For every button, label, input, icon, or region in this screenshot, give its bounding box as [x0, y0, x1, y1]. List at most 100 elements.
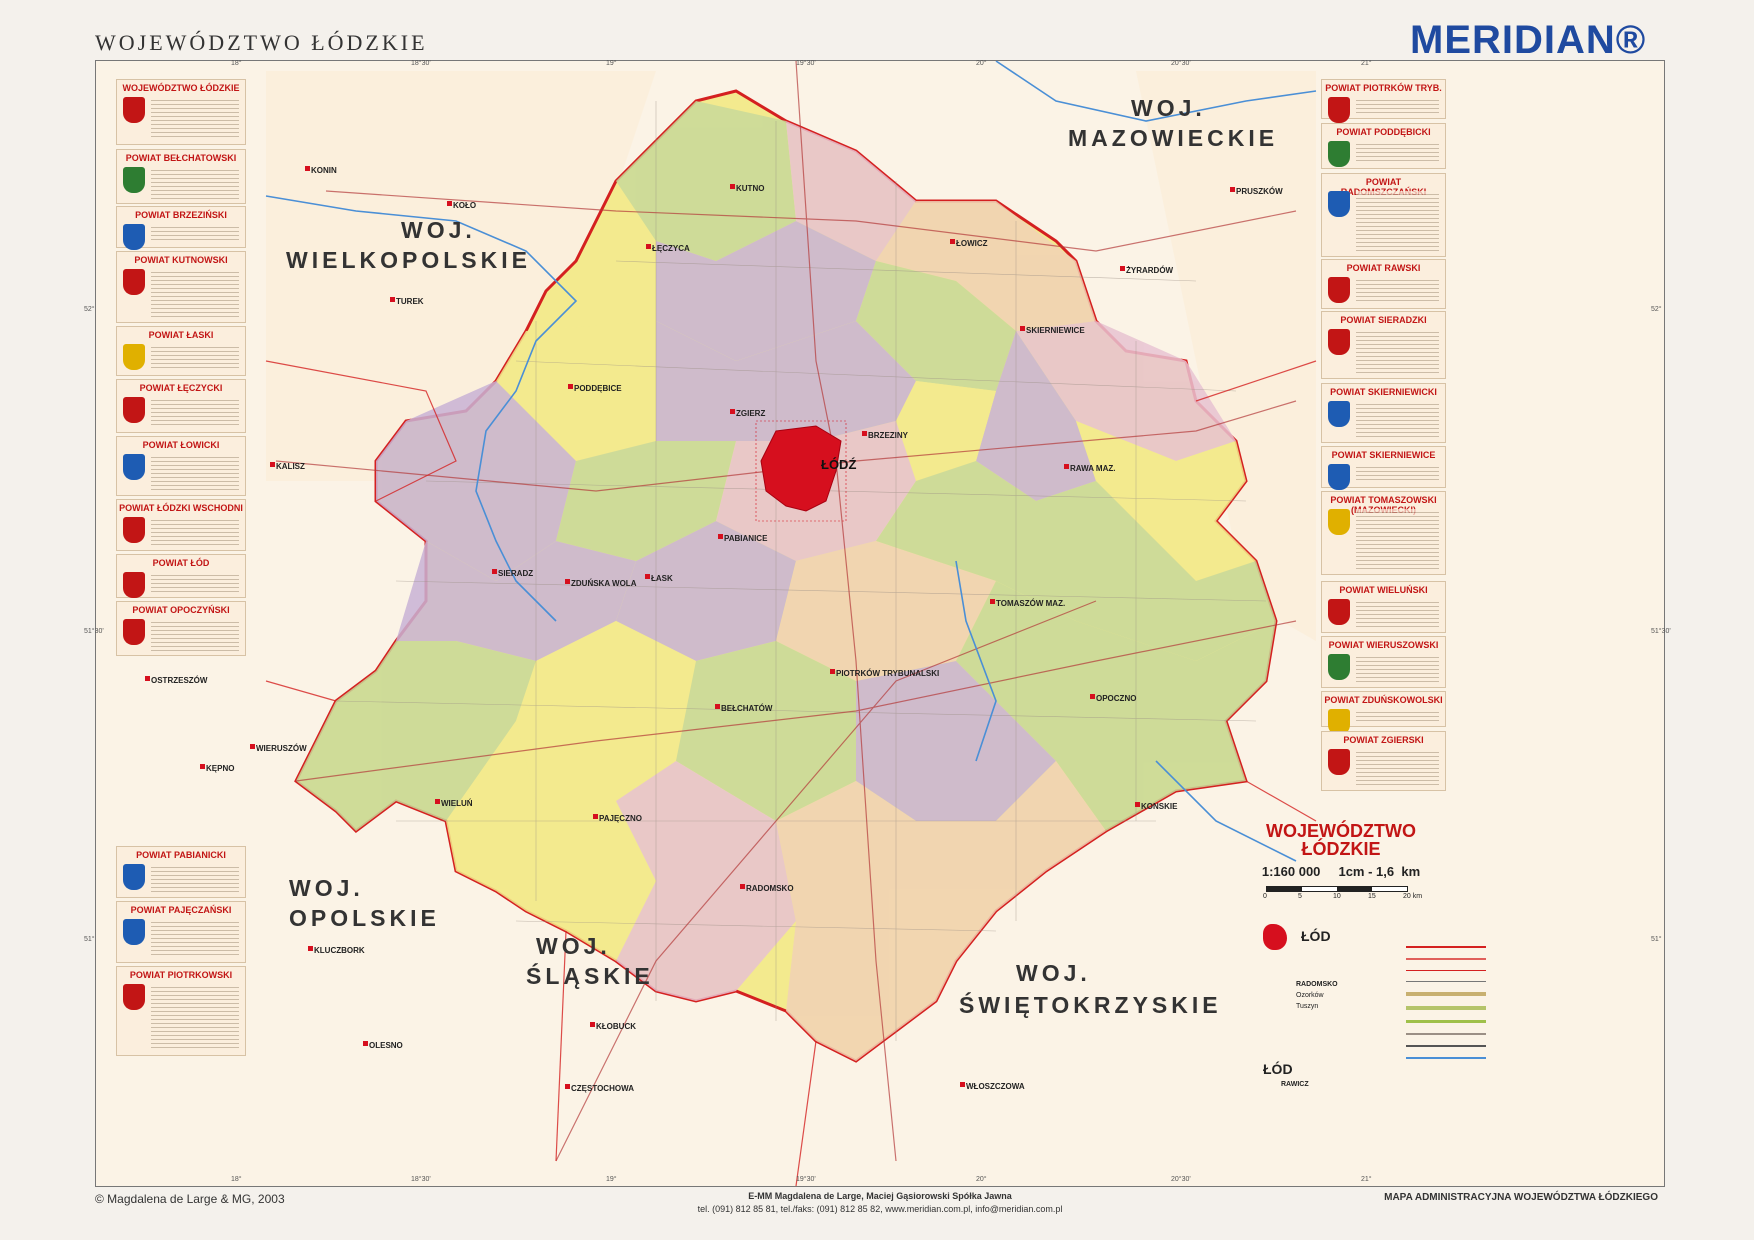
coat-of-arms-icon	[123, 517, 145, 543]
powiat-panel-title: POWIAT BRZEZIŃSKI	[135, 210, 227, 220]
powiat-panel-title: POWIAT PAJĘCZAŃSKI	[130, 905, 232, 915]
powiat-stats-table	[1356, 509, 1439, 570]
city-marker	[435, 799, 440, 804]
city-marker	[645, 574, 650, 579]
capital-label: ŁÓDŹ	[821, 457, 856, 472]
city-label: KONIN	[311, 166, 337, 175]
legend-city-big: ŁÓD	[1301, 928, 1331, 944]
powiat-panel-title: POWIAT ŁÓDZKI WSCHODNI	[119, 503, 243, 513]
legend-city-small1: Ozorków	[1296, 992, 1324, 999]
powiat-stats-table	[1356, 329, 1439, 374]
city-marker	[1020, 326, 1025, 331]
powiat-stats-table	[151, 344, 239, 371]
coat-of-arms-icon	[123, 864, 145, 890]
powiat-panel: POWIAT ZDUŃSKOWOLSKI	[1321, 691, 1446, 735]
legend-capital-sample: ŁÓD	[1263, 1061, 1293, 1077]
powiat-stats-table	[1356, 599, 1439, 628]
city-marker	[270, 462, 275, 467]
city-label: KALISZ	[276, 462, 305, 471]
legend-scale: 1:160 000 1cm - 1,6 km	[1261, 864, 1421, 879]
city-label: WIELUŃ	[441, 799, 473, 808]
powiat-panel-title: POWIAT KUTNOWSKI	[134, 255, 228, 265]
powiat-stats-table	[151, 97, 239, 140]
region-label-mazowieckie: WOJ.	[1131, 95, 1206, 121]
powiat-panel: WOJEWÓDZTWO ŁÓDZKIE	[116, 79, 246, 145]
powiat-patches	[296, 101, 1276, 1061]
bottom-coord-label: 18°	[231, 1176, 242, 1183]
powiat-panel-title: POWIAT SKIERNIEWICKI	[1330, 387, 1437, 397]
powiat-panel-title: POWIAT WIELUŃSKI	[1339, 585, 1428, 595]
powiat-panel: POWIAT SIERADZKI	[1321, 311, 1446, 379]
powiat-panel: POWIAT RAWSKI	[1321, 259, 1446, 309]
city-label: PAJĘCZNO	[599, 814, 642, 823]
powiat-panel: POWIAT ŁÓDZKI WSCHODNI	[116, 499, 246, 551]
city-marker	[1090, 694, 1095, 699]
city-marker	[715, 704, 720, 709]
footer-publisher-line1: E-MM Magdalena de Large, Maciej Gąsiorow…	[748, 1191, 1012, 1201]
coat-of-arms-icon	[123, 619, 145, 645]
city-label: KŁOBUCK	[596, 1022, 636, 1031]
city-label: KOŁO	[453, 201, 476, 210]
city-label: TUREK	[396, 297, 424, 306]
powiat-panel-title: POWIAT RAWSKI	[1346, 263, 1421, 273]
powiat-stats-table	[1356, 277, 1439, 304]
powiat-stats-table	[151, 619, 239, 651]
city-label: BEŁCHATÓW	[721, 704, 773, 713]
rivers	[265, 61, 1317, 862]
scale-ticks: 0 5 10 15 20 km	[1263, 893, 1423, 903]
city-marker	[492, 569, 497, 574]
city-label: PIOTRKÓW TRYBUNALSKI	[836, 669, 939, 678]
city-marker	[593, 814, 598, 819]
powiat-stats-table	[151, 454, 239, 491]
coat-of-arms-icon	[123, 224, 145, 250]
top-coord-label: 20°30'	[1171, 60, 1191, 67]
coat-of-arms-icon	[123, 454, 145, 480]
city-label: TOMASZÓW MAZ.	[996, 599, 1065, 608]
city-marker	[730, 184, 735, 189]
city-label: ŁĘCZYCA	[652, 244, 690, 253]
city-label: OLESNO	[369, 1041, 403, 1050]
left-coord-label: 51°30'	[84, 628, 104, 635]
region-label-swietokrzyskie: WOJ.	[1016, 960, 1091, 986]
city-marker	[740, 884, 745, 889]
top-coord-label: 18°	[231, 60, 242, 67]
coat-of-arms-icon	[123, 344, 145, 370]
city-label: WŁOSZCZOWA	[966, 1082, 1025, 1091]
powiat-panel: POWIAT ŁÓD	[116, 554, 246, 598]
city-labels: KUTNO ŁĘCZYCA ŁOWICZ SKIERNIEWICE ZGIERZ BRZE…	[145, 166, 1283, 1093]
coat-of-arms-icon	[1328, 329, 1350, 355]
powiat-stats-table	[1356, 401, 1439, 438]
powiat-panel: POWIAT OPOCZYŃSKI	[116, 601, 246, 656]
coat-of-arms-icon	[1328, 749, 1350, 775]
powiat-panel-title: POWIAT ZDUŃSKOWOLSKI	[1324, 695, 1443, 705]
legend-capital-symbol	[1263, 924, 1287, 950]
city-marker	[250, 744, 255, 749]
coat-of-arms-icon	[1328, 464, 1350, 490]
powiat-panel-title: POWIAT ŁĘCZYCKI	[139, 383, 223, 393]
city-marker	[646, 244, 651, 249]
legend-seat-sample: RAWICZ	[1281, 1081, 1309, 1088]
powiat-panel: POWIAT BEŁCHATOWSKI	[116, 149, 246, 204]
city-marker	[145, 676, 150, 681]
bottom-coord-label: 20°	[976, 1176, 987, 1183]
powiat-panel: POWIAT ZGIERSKI	[1321, 731, 1446, 791]
powiat-stats-table	[1356, 709, 1439, 722]
coat-of-arms-icon	[1328, 401, 1350, 427]
powiat-stats-table	[151, 864, 239, 893]
city-marker	[830, 669, 835, 674]
powiat-panel: POWIAT ŁOWICKI	[116, 436, 246, 496]
region-label-wielkopolskie-2: WIELKOPOLSKIE	[286, 247, 531, 273]
powiat-panel: POWIAT PAJĘCZAŃSKI	[116, 901, 246, 963]
powiat-panel-title: POWIAT PODDĘBICKI	[1336, 127, 1431, 137]
region-label-swietokrzyskie-2: ŚWIĘTOKRZYSKIE	[959, 991, 1222, 1018]
powiat-panel-title: POWIAT PABIANICKI	[136, 850, 226, 860]
city-marker	[308, 946, 313, 951]
coat-of-arms-icon	[1328, 709, 1350, 735]
city-label: PODDĘBICE	[574, 384, 622, 393]
city-marker	[1064, 464, 1069, 469]
powiat-panel: POWIAT TOMASZOWSKI (MAZOWIECKI)	[1321, 491, 1446, 575]
coat-of-arms-icon	[1328, 141, 1350, 167]
city-label: OPOCZNO	[1096, 694, 1136, 703]
powiat-panel: POWIAT PIOTRKÓW TRYB.	[1321, 79, 1446, 123]
powiat-stats-table	[1356, 464, 1439, 483]
